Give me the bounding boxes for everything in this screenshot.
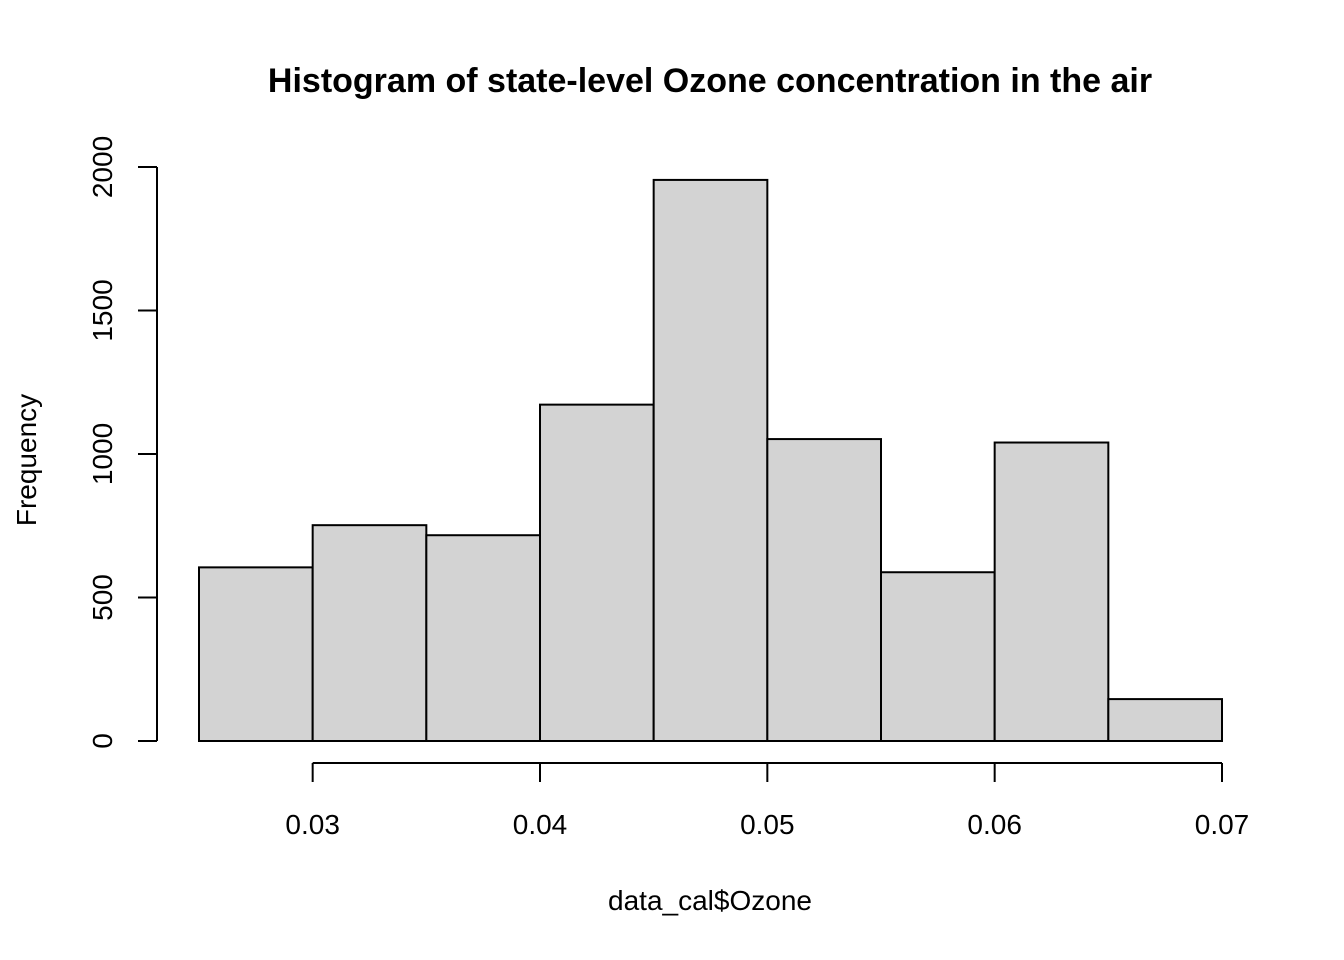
y-tick-label-1000: 1000 [87,423,118,485]
histogram-bar-3 [425,534,542,743]
x-tick-label-0.06: 0.06 [967,809,1022,840]
bars-group [198,178,1224,743]
y-tick-label-500: 500 [87,574,118,621]
chart-title: Histogram of state-level Ozone concentra… [268,62,1152,100]
histogram-bar-6 [766,438,882,742]
histogram-bar-8 [993,441,1110,742]
x-tick-label-0.07: 0.07 [1195,809,1250,840]
histogram-bar-5 [652,178,769,743]
x-axis: 0.03 0.04 0.05 0.06 0.07 [285,762,1250,840]
x-tick-label-0.03: 0.03 [285,809,340,840]
x-tick-label-0.04: 0.04 [513,809,568,840]
histogram-bar-4 [539,403,655,742]
histogram-bar-2 [311,524,428,743]
histogram-bar-9 [1107,698,1224,743]
y-axis-label: Frequency [11,394,42,526]
histogram-bar-1 [198,566,314,742]
y-tick-label-0: 0 [87,733,118,749]
x-axis-label: data_cal$Ozone [608,885,812,916]
y-tick-label-2000: 2000 [87,136,118,198]
x-tick-label-0.05: 0.05 [740,809,795,840]
histogram-bar-7 [880,571,996,743]
y-tick-label-1500: 1500 [87,279,118,341]
y-axis: 0 500 1000 1500 2000 [87,136,158,749]
